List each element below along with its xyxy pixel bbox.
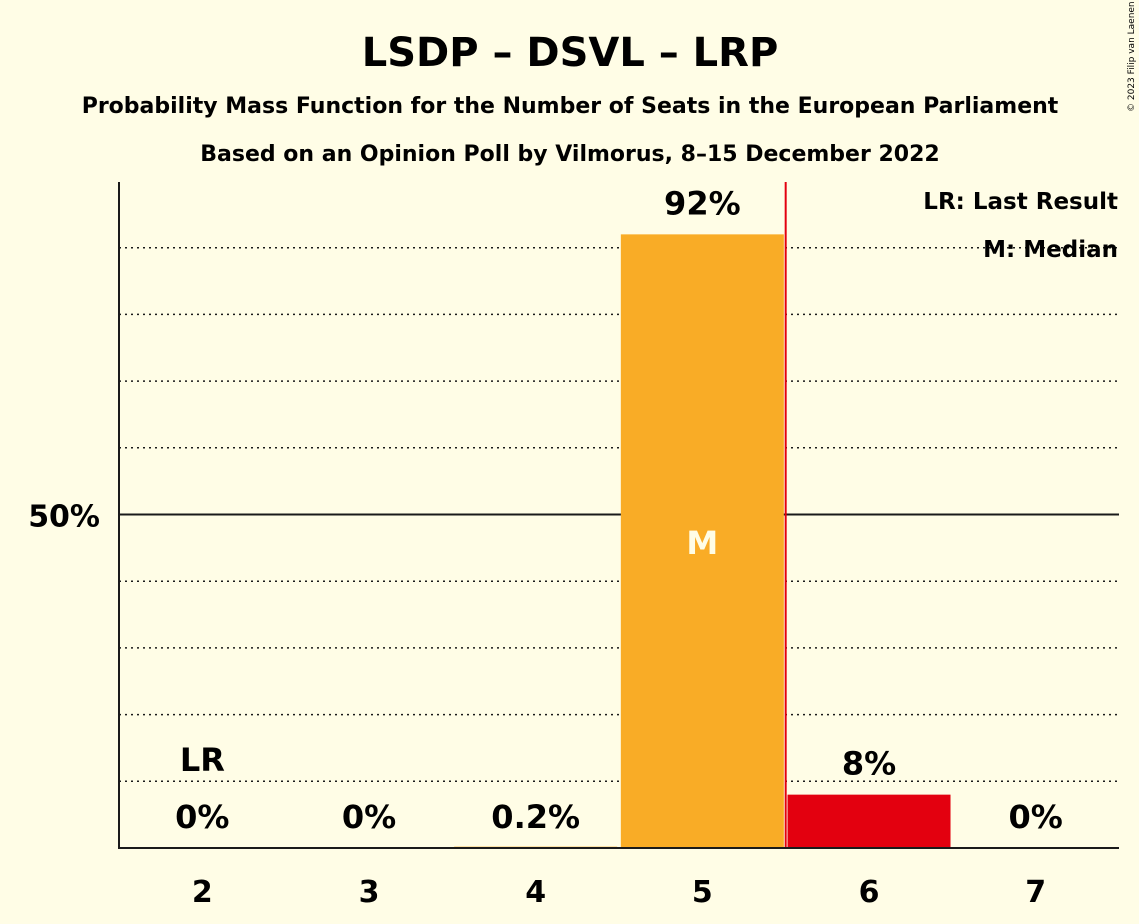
- value-label-2: 0%: [175, 798, 229, 836]
- chart-subtitle-poll: Based on an Opinion Poll by Vilmorus, 8–…: [200, 142, 939, 167]
- bars: [454, 182, 951, 849]
- value-label-5: 92%: [664, 184, 741, 222]
- x-axis-ticks: 2 3 4 5 6 7: [192, 875, 1046, 910]
- gridlines: [119, 246, 1119, 783]
- last-result-marker: LR: [180, 741, 225, 779]
- bar-seats-5: [620, 234, 784, 849]
- legend-median: M: Median: [983, 237, 1118, 263]
- bar-seats-6: [787, 794, 951, 848]
- value-label-4: 0.2%: [491, 798, 580, 836]
- x-tick-label-4: 4: [525, 875, 546, 910]
- median-marker: M: [686, 524, 718, 562]
- x-tick-label-7: 7: [1025, 875, 1046, 910]
- legend-last-result: LR: Last Result: [923, 189, 1118, 215]
- x-tick-label-3: 3: [359, 875, 380, 910]
- copyright-note: © 2023 Filip van Laenen: [1127, 1, 1137, 112]
- x-tick-label-5: 5: [692, 875, 713, 910]
- value-label-6: 8%: [842, 745, 896, 783]
- chart-title: LSDP – DSVL – LRP: [362, 30, 779, 76]
- y-tick-label: 50%: [28, 500, 100, 535]
- value-label-3: 0%: [342, 798, 396, 836]
- bar-labels: 0% 0% 0.2% 92% 8% 0% M LR: [175, 184, 1063, 836]
- value-label-7: 0%: [1009, 798, 1063, 836]
- x-tick-label-6: 6: [859, 875, 880, 910]
- chart-subtitle: Probability Mass Function for the Number…: [82, 94, 1059, 119]
- y-axis-ticks: 50%: [28, 500, 100, 535]
- x-tick-label-2: 2: [192, 875, 213, 910]
